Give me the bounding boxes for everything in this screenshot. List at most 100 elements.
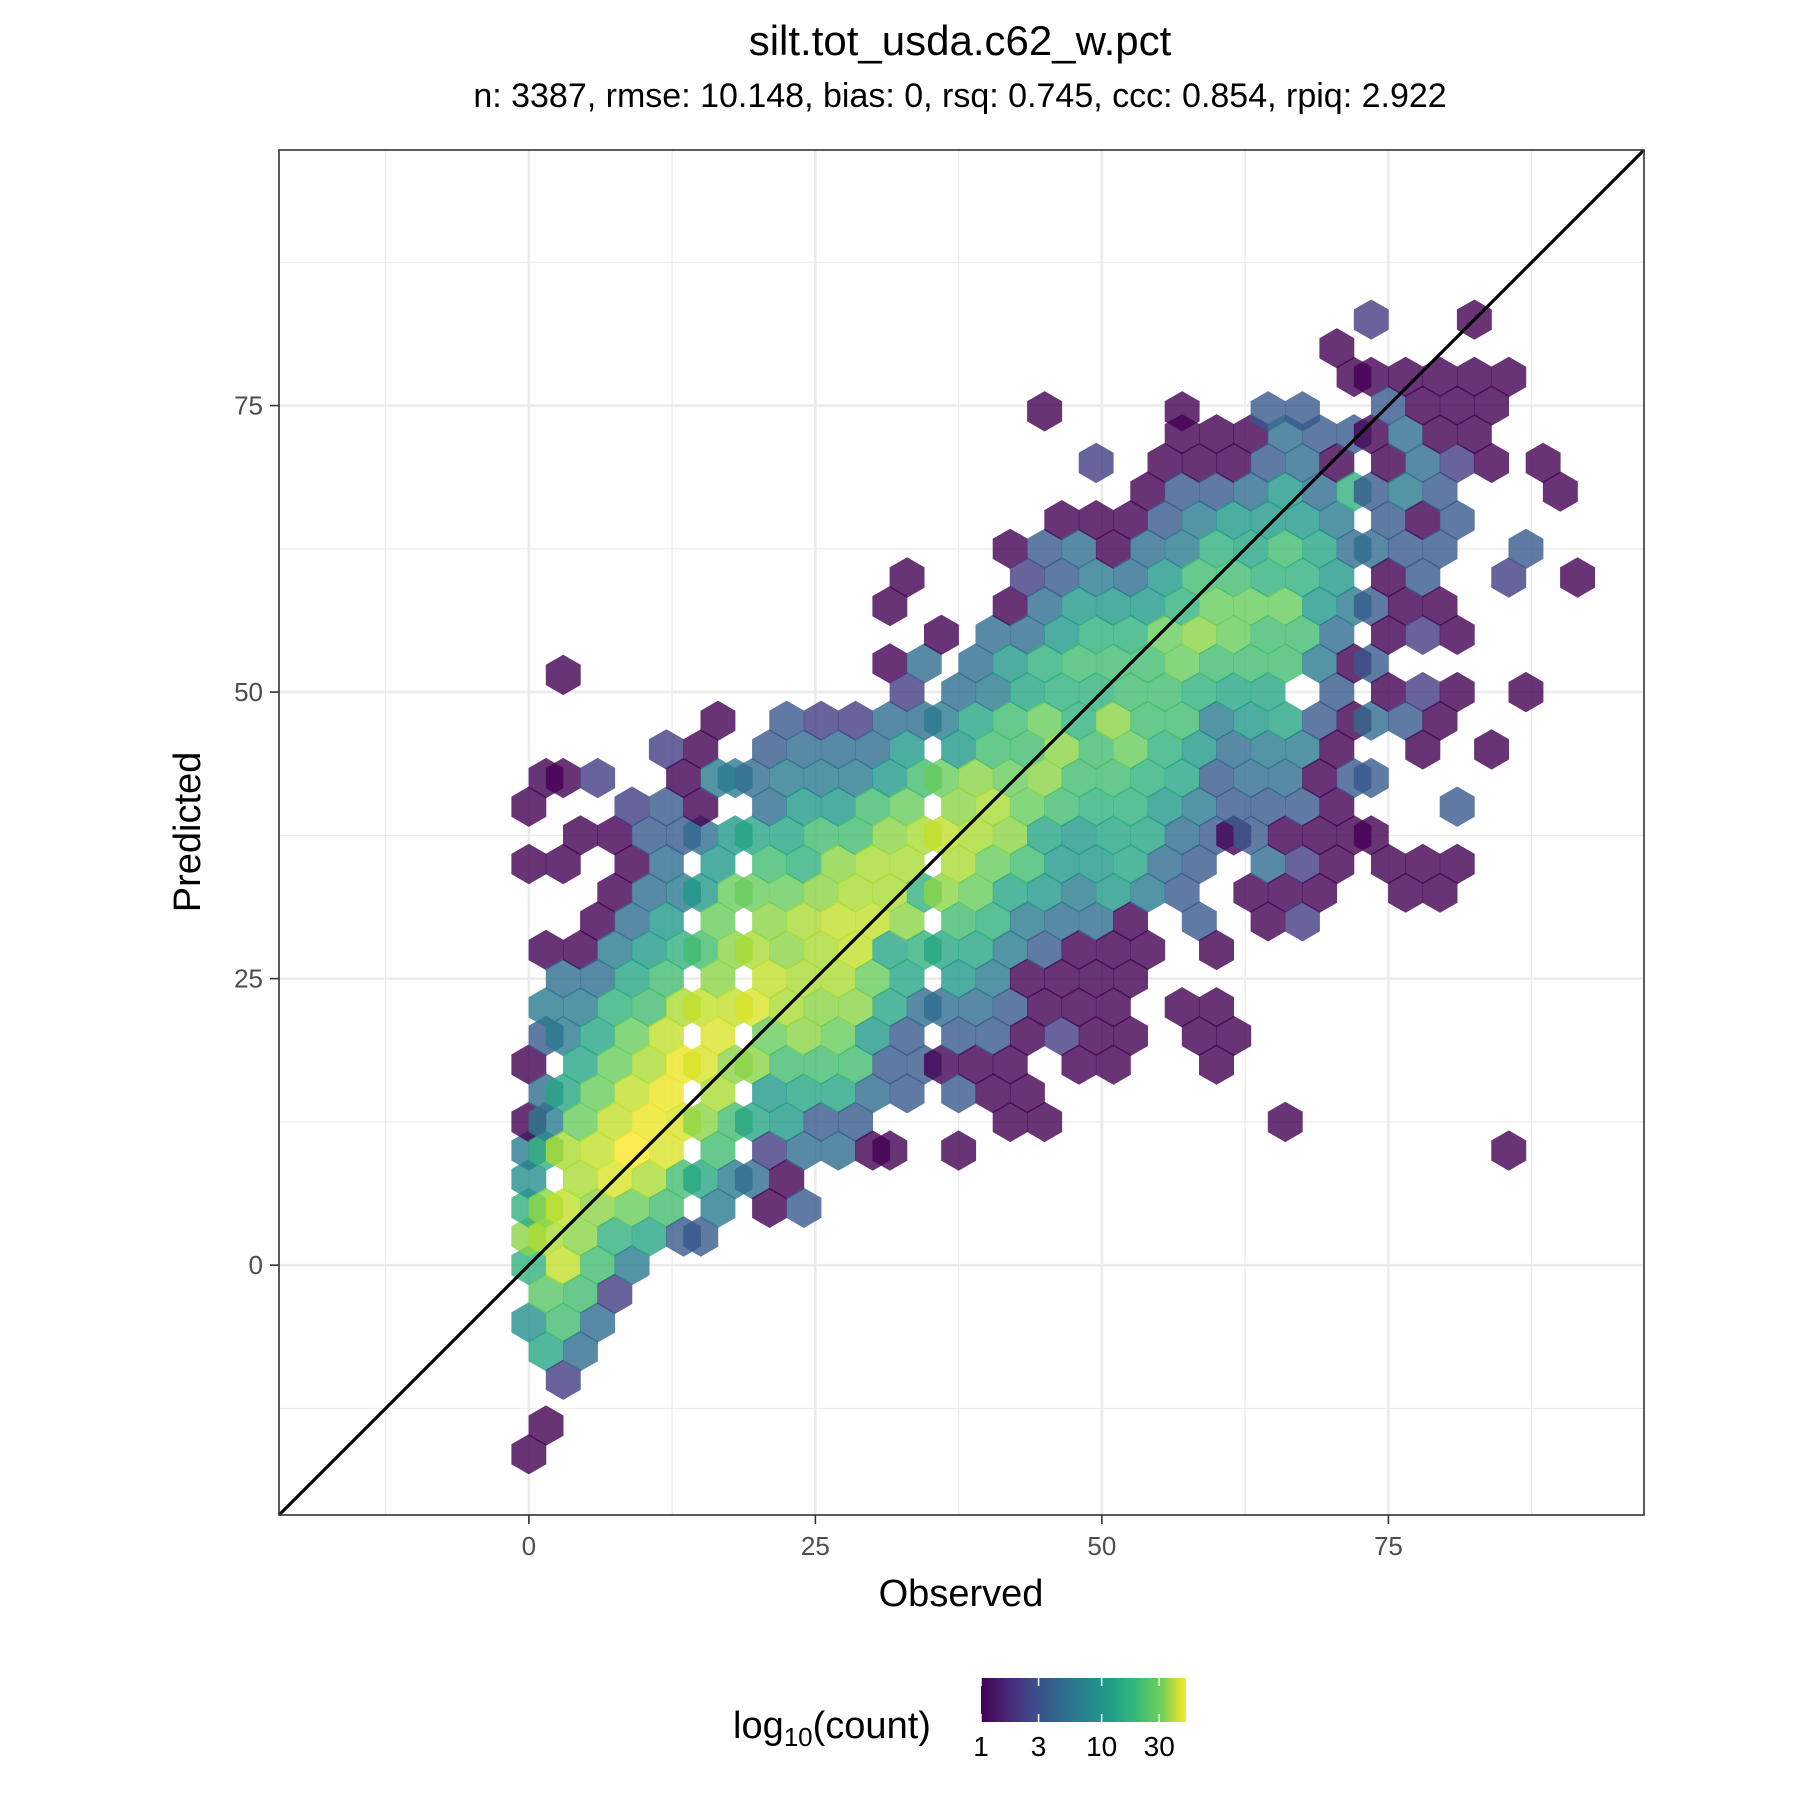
hex-cell: [631, 1216, 667, 1257]
hex-cell: [648, 729, 684, 770]
hex-cell: [889, 671, 925, 713]
hex-cell: [1164, 872, 1200, 913]
hex-cell: [1371, 671, 1406, 713]
hex-cell: [1405, 500, 1441, 541]
hex-cell: [1199, 1044, 1234, 1085]
hex-cell: [1164, 528, 1200, 569]
hex-cell: [614, 1187, 650, 1228]
hex-cell: [958, 987, 994, 1028]
hex-cell: [580, 901, 616, 942]
hex-cell: [1181, 1015, 1217, 1057]
hex-cell: [528, 1405, 564, 1446]
hex-cell: [752, 786, 787, 827]
hex-cell: [786, 1073, 822, 1114]
hex-cell: [855, 958, 891, 999]
hex-cell: [1491, 356, 1527, 398]
y-axis-ticks: 0 25 50 75: [234, 391, 279, 1280]
hex-cell: [941, 1130, 977, 1171]
hex-cell: [1199, 586, 1234, 627]
hex-cell: [786, 1187, 822, 1228]
hex-cell: [1130, 815, 1166, 856]
hex-cell: [648, 1015, 684, 1057]
hex-cell: [648, 843, 684, 885]
hex-cell: [838, 1044, 873, 1085]
hex-cell: [1405, 442, 1441, 484]
hex-cell: [1044, 843, 1080, 885]
hex-cell: [1319, 328, 1355, 369]
hex-cell: [1061, 586, 1097, 627]
hex-cell: [1044, 1015, 1080, 1057]
hex-cell: [752, 843, 787, 885]
hex-cell: [1267, 1101, 1303, 1143]
hex-cell: [1216, 614, 1252, 655]
hex-cell: [734, 987, 770, 1028]
hex-cell: [924, 757, 959, 799]
x-tick-label: 25: [801, 1531, 830, 1561]
hex-cell: [563, 1273, 598, 1314]
hex-cell: [1456, 414, 1492, 455]
hex-cell: [563, 815, 598, 856]
hex-cell: [1061, 643, 1097, 684]
hex-cell: [1388, 528, 1424, 569]
hex-cell: [1302, 815, 1338, 856]
hex-cell: [528, 1101, 564, 1143]
hex-cell: [752, 901, 787, 942]
hex-cell: [683, 729, 719, 770]
hex-cell: [1388, 414, 1424, 455]
hex-cell: [528, 1216, 564, 1257]
hex-cell: [872, 1130, 908, 1171]
hex-cell: [958, 929, 994, 971]
hex-cell: [820, 786, 856, 827]
hex-cell: [614, 1130, 650, 1171]
hex-cell: [563, 1330, 598, 1372]
hex-cell: [1147, 843, 1183, 885]
hex-cell: [545, 654, 581, 696]
hex-cell: [889, 1073, 925, 1114]
hex-cell: [975, 729, 1011, 770]
hex-cell: [511, 1044, 547, 1085]
hex-cell: [1009, 901, 1045, 942]
hex-cell: [1044, 500, 1080, 541]
hex-cell: [1491, 557, 1527, 598]
hex-cell: [1267, 700, 1303, 741]
hex-cell: [1285, 442, 1320, 484]
hex-cell: [1353, 356, 1389, 398]
hex-cell: [1113, 729, 1148, 770]
hex-cell: [752, 729, 787, 770]
hex-cell: [1233, 815, 1269, 856]
hex-cell: [511, 786, 547, 827]
hex-cell: [975, 786, 1011, 827]
hex-cell: [1388, 471, 1424, 512]
hex-cell: [683, 929, 719, 971]
hex-cell: [1078, 958, 1114, 999]
hex-cell: [545, 843, 581, 885]
hex-cell: [580, 1073, 616, 1114]
hex-cell: [563, 987, 598, 1028]
hex-cell: [1353, 643, 1389, 684]
hex-cell: [1181, 442, 1217, 484]
hex-cell: [889, 1015, 925, 1057]
hex-cell: [1285, 901, 1320, 942]
hex-cell: [1353, 815, 1389, 856]
hex-cell: [1095, 872, 1131, 913]
hex-cell: [580, 1130, 616, 1171]
hex-cell: [700, 958, 736, 999]
hex-cell: [803, 1044, 839, 1085]
hex-cell: [1078, 557, 1114, 598]
hex-cell: [563, 1044, 598, 1085]
x-axis-ticks: 0 25 50 75: [522, 1515, 1403, 1561]
legend-title-sub: 10: [784, 1722, 813, 1752]
hex-cell: [597, 1216, 633, 1257]
hex-cell: [563, 929, 598, 971]
hex-cell: [941, 786, 977, 827]
hex-cell: [614, 1245, 650, 1286]
hex-cell: [1388, 356, 1424, 398]
hex-cell: [803, 757, 839, 799]
hex-cell: [1095, 929, 1131, 971]
x-axis-title: Observed: [879, 1573, 1044, 1615]
hex-cell: [1130, 528, 1166, 569]
hex-cell: [975, 1073, 1011, 1114]
hex-cell: [786, 958, 822, 999]
hex-cell: [1095, 700, 1131, 741]
hex-cell: [1491, 1130, 1527, 1171]
